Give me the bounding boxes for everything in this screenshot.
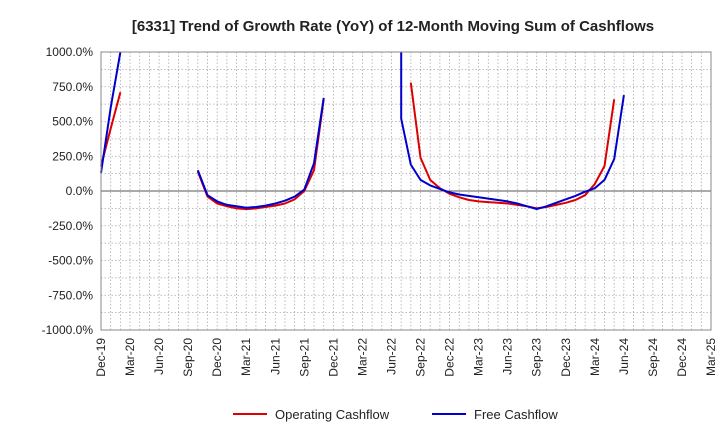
series-lines xyxy=(100,51,625,211)
x-tick-label: Jun-22 xyxy=(384,338,398,375)
y-tick-label: -1000.0% xyxy=(42,323,94,337)
series-line-free-cashflow xyxy=(400,52,625,211)
legend-label: Free Cashflow xyxy=(474,407,558,422)
legend: Operating Cashflow Free Cashflow xyxy=(233,407,558,422)
grid xyxy=(101,52,711,330)
x-tick-label: Dec-19 xyxy=(94,338,108,377)
x-axis-ticks: Dec-19 Mar-20 Jun-20 Sep-20 Dec-20 Mar-21 Jun-… xyxy=(94,338,718,377)
x-tick-label: Sep-22 xyxy=(414,338,428,377)
x-tick-label: Jun-20 xyxy=(152,338,166,375)
y-tick-label: 1000.0% xyxy=(46,45,94,59)
x-tick-label: Mar-20 xyxy=(123,338,137,376)
x-tick-label: Sep-21 xyxy=(297,338,311,377)
chart-title: [6331] Trend of Growth Rate (YoY) of 12-… xyxy=(132,18,654,35)
plot-frame xyxy=(100,51,712,331)
x-tick-label: Mar-24 xyxy=(588,338,602,376)
x-tick-label: Jun-23 xyxy=(501,338,515,375)
x-tick-label: Jun-21 xyxy=(268,338,282,375)
y-tick-label: 0.0% xyxy=(66,184,94,198)
series-line-operating-cashflow xyxy=(196,99,325,211)
legend-label: Operating Cashflow xyxy=(275,407,390,422)
y-axis-ticks: -1000.0% -750.0% -500.0% -250.0% 0.0% 250.0% 5… xyxy=(42,45,94,337)
x-tick-label: Mar-22 xyxy=(355,338,369,376)
x-tick-label: Sep-23 xyxy=(530,338,544,377)
x-tick-label: Dec-20 xyxy=(210,338,224,377)
x-tick-label: Mar-25 xyxy=(704,338,718,376)
y-tick-label: 500.0% xyxy=(52,115,93,129)
y-tick-label: -500.0% xyxy=(48,254,93,268)
y-tick-label: -750.0% xyxy=(48,288,93,302)
x-tick-label: Mar-21 xyxy=(239,338,253,376)
x-tick-label: Mar-23 xyxy=(472,338,486,376)
series-line-free-cashflow xyxy=(196,97,325,209)
x-tick-label: Sep-20 xyxy=(181,338,195,377)
x-tick-label: Dec-22 xyxy=(443,338,457,377)
x-tick-label: Dec-24 xyxy=(675,338,689,377)
x-tick-label: Dec-23 xyxy=(559,338,573,377)
y-tick-label: 750.0% xyxy=(52,80,93,94)
series-line-free-cashflow xyxy=(100,51,122,174)
x-tick-label: Sep-24 xyxy=(646,338,660,377)
y-tick-label: -250.0% xyxy=(48,219,93,233)
x-tick-label: Jun-24 xyxy=(617,338,631,375)
x-tick-label: Dec-21 xyxy=(326,338,340,377)
y-tick-label: 250.0% xyxy=(52,149,93,163)
